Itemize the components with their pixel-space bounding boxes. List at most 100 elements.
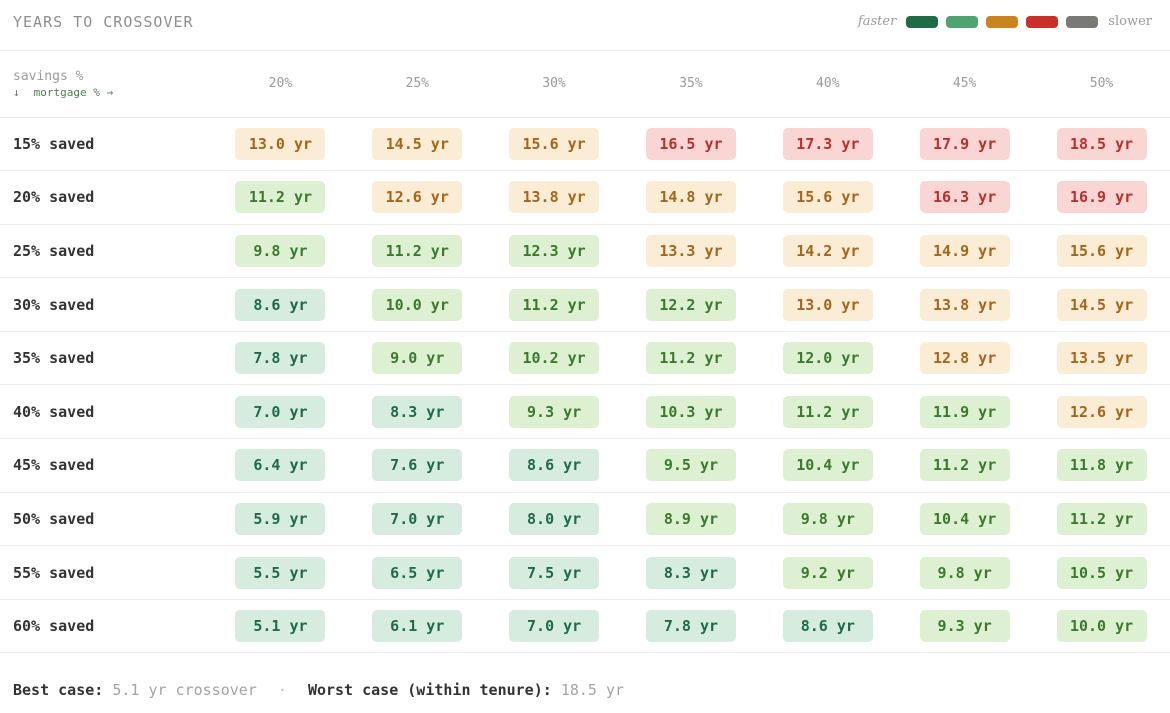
crossover-value-pill: 8.9 yr	[645, 502, 736, 535]
row-label: 25% saved	[0, 224, 212, 279]
crossover-value-pill: 5.9 yr	[235, 502, 326, 535]
table-cell: 9.8 yr	[896, 545, 1034, 600]
table-cell: 12.8 yr	[896, 331, 1034, 386]
table-row: 40% saved 7.0 yr 8.3 yr 9.3 yr 10.3 yr 11.2 y…	[0, 384, 1170, 440]
table-cell: 9.3 yr	[485, 384, 623, 440]
table-row: 35% saved 7.8 yr 9.0 yr 10.2 yr 11.2 yr 12.0 …	[0, 331, 1170, 386]
table-cell: 10.4 yr	[896, 492, 1034, 547]
crossover-value-pill: 9.8 yr	[782, 502, 873, 535]
crossover-value-pill: 5.5 yr	[235, 556, 326, 589]
table-cell: 12.6 yr	[1033, 384, 1170, 440]
header-bar: YEARS TO CROSSOVER faster slower	[0, 0, 1170, 51]
table-cell: 5.1 yr	[212, 599, 349, 654]
crossover-value-pill: 14.2 yr	[782, 234, 873, 267]
table-cell: 14.8 yr	[622, 170, 760, 225]
row-label: 60% saved	[0, 599, 212, 654]
legend-swatch-2	[946, 15, 979, 28]
table-cell: 12.3 yr	[485, 224, 623, 279]
table-cell: 12.2 yr	[622, 277, 760, 332]
table-cell: 11.8 yr	[1033, 438, 1170, 493]
crossover-value-pill: 11.9 yr	[919, 395, 1010, 428]
table-cell: 7.6 yr	[348, 438, 486, 493]
crossover-value-pill: 15.6 yr	[509, 127, 600, 160]
table-cell: 13.3 yr	[622, 224, 760, 279]
crossover-value-pill: 13.5 yr	[1056, 342, 1147, 375]
crossover-value-pill: 11.2 yr	[782, 395, 873, 428]
crossover-value-pill: 8.3 yr	[372, 395, 463, 428]
crossover-value-pill: 15.6 yr	[782, 181, 873, 214]
crossover-value-pill: 10.4 yr	[782, 449, 873, 482]
table-row: 45% saved 6.4 yr 7.6 yr 8.6 yr 9.5 yr 10.4 yr…	[0, 438, 1170, 493]
table-cell: 14.2 yr	[759, 224, 897, 279]
crossover-value-pill: 7.8 yr	[235, 342, 326, 375]
crossover-value-pill: 6.5 yr	[372, 556, 463, 589]
crossover-value-pill: 9.5 yr	[645, 449, 736, 482]
col-axis-text: mortgage % →	[33, 85, 114, 99]
footer-separator: ·	[277, 681, 287, 699]
table-cell: 11.2 yr	[485, 277, 623, 332]
crossover-value-pill: 10.5 yr	[1056, 556, 1147, 589]
table-cell: 5.5 yr	[212, 545, 349, 600]
crossover-value-pill: 15.6 yr	[1056, 234, 1147, 267]
table-cell: 11.2 yr	[896, 438, 1034, 493]
table-cell: 11.2 yr	[348, 224, 486, 279]
column-header-row: savings % ↓ mortgage % → 20% 25% 30% 35% …	[0, 51, 1170, 118]
table-cell: 9.3 yr	[896, 599, 1034, 654]
crossover-value-pill: 16.5 yr	[645, 127, 736, 160]
crossover-value-pill: 11.2 yr	[919, 449, 1010, 482]
table-cell: 7.8 yr	[212, 331, 349, 386]
arrow-down-icon: ↓	[13, 85, 20, 99]
table-cell: 7.0 yr	[348, 492, 486, 547]
table-cell: 12.0 yr	[759, 331, 897, 386]
crossover-value-pill: 13.3 yr	[645, 234, 736, 267]
table-cell: 9.2 yr	[759, 545, 897, 600]
crossover-value-pill: 14.9 yr	[919, 234, 1010, 267]
table-cell: 15.6 yr	[759, 170, 897, 225]
crossover-value-pill: 14.5 yr	[1056, 288, 1147, 321]
row-label: 55% saved	[0, 545, 212, 600]
row-label: 50% saved	[0, 492, 212, 547]
row-axis-label: savings %	[13, 68, 84, 84]
crossover-value-pill: 6.1 yr	[372, 610, 463, 643]
table-cell: 16.5 yr	[622, 117, 760, 172]
crossover-value-pill: 13.0 yr	[235, 127, 326, 160]
crossover-value-pill: 12.8 yr	[919, 342, 1010, 375]
crossover-value-pill: 7.8 yr	[645, 610, 736, 643]
column-header: 20%	[212, 51, 349, 118]
row-label: 35% saved	[0, 331, 212, 386]
column-header: 40%	[759, 51, 897, 118]
table-cell: 16.9 yr	[1033, 170, 1170, 225]
table-row: 50% saved 5.9 yr 7.0 yr 8.0 yr 8.9 yr 9.8 yr 1…	[0, 492, 1170, 547]
table-cell: 10.2 yr	[485, 331, 623, 386]
crossover-value-pill: 12.6 yr	[372, 181, 463, 214]
crossover-value-pill: 12.3 yr	[509, 234, 600, 267]
table-cell: 16.3 yr	[896, 170, 1034, 225]
crossover-value-pill: 9.3 yr	[509, 395, 600, 428]
table-row: 30% saved 8.6 yr 10.0 yr 11.2 yr 12.2 yr 13.0…	[0, 277, 1170, 332]
table-cell: 13.8 yr	[485, 170, 623, 225]
table-cell: 13.8 yr	[896, 277, 1034, 332]
crossover-value-pill: 7.0 yr	[509, 610, 600, 643]
crossover-value-pill: 18.5 yr	[1056, 127, 1147, 160]
table-cell: 18.5 yr	[1033, 117, 1170, 172]
table-row: 60% saved 5.1 yr 6.1 yr 7.0 yr 7.8 yr 8.6 yr 9…	[0, 599, 1170, 654]
table-cell: 8.6 yr	[485, 438, 623, 493]
table-cell: 15.6 yr	[1033, 224, 1170, 279]
table-cell: 8.6 yr	[212, 277, 349, 332]
legend-faster-label: faster	[857, 14, 897, 29]
column-header: 35%	[622, 51, 760, 118]
best-case-label: Best case:	[13, 681, 104, 699]
legend-swatch-4	[1026, 15, 1059, 28]
crossover-value-pill: 11.2 yr	[645, 342, 736, 375]
table-cell: 9.5 yr	[622, 438, 760, 493]
crossover-value-pill: 17.3 yr	[782, 127, 873, 160]
column-header: 25%	[348, 51, 486, 118]
crossover-value-pill: 9.0 yr	[372, 342, 463, 375]
best-case-value: 5.1 yr crossover	[112, 681, 257, 699]
crossover-value-pill: 10.0 yr	[372, 288, 463, 321]
row-label: 40% saved	[0, 384, 212, 440]
crossover-value-pill: 11.2 yr	[372, 234, 463, 267]
crossover-value-pill: 10.0 yr	[1056, 610, 1147, 643]
table-cell: 10.0 yr	[348, 277, 486, 332]
crossover-table: savings % ↓ mortgage % → 20% 25% 30% 35% …	[0, 51, 1170, 654]
